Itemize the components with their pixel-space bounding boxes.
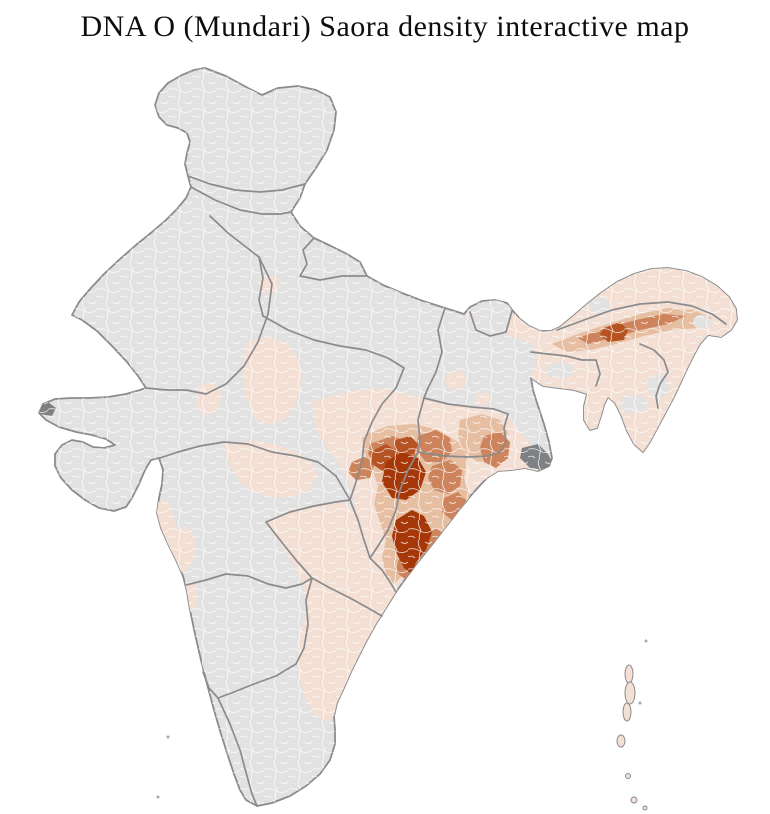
page-title: DNA O (Mundari) Saora density interactiv… bbox=[80, 10, 690, 43]
state-borders bbox=[145, 175, 727, 807]
northeast-states[interactable] bbox=[531, 268, 737, 452]
andaman-nicobar-islands[interactable] bbox=[616, 639, 648, 811]
south-assam-gray-districts[interactable] bbox=[620, 395, 648, 413]
meghalaya-gray-districts[interactable] bbox=[546, 362, 574, 378]
lakshadweep-islets[interactable] bbox=[156, 735, 170, 799]
manipur-gray-districts[interactable] bbox=[647, 374, 669, 398]
coastal-karnataka-district[interactable] bbox=[162, 618, 184, 642]
